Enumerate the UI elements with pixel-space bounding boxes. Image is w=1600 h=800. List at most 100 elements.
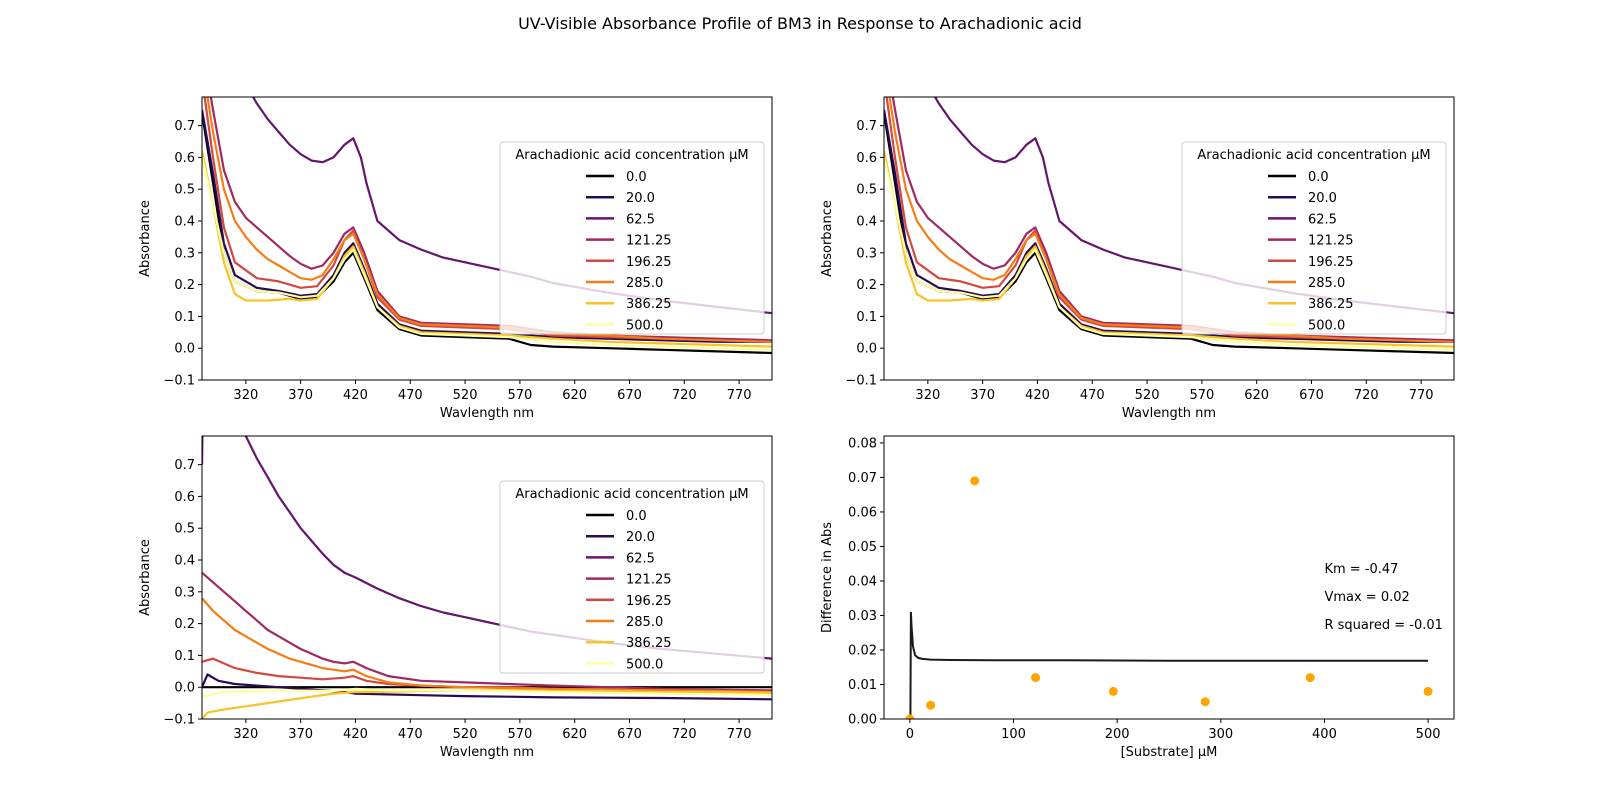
y-tick-label: −0.1 [163, 374, 195, 389]
legend-entry: 386.25 [626, 297, 672, 312]
legend-title: Arachadionic acid concentration µM [515, 148, 748, 163]
y-tick-label: 0.1 [174, 649, 195, 664]
x-tick-label: 420 [1025, 388, 1050, 403]
legend-entry: 62.5 [1308, 212, 1337, 227]
y-tick-label: 0.3 [856, 246, 877, 261]
x-tick-label: 570 [507, 388, 532, 403]
subplot-4: 0 100 200 300 400 500 0.00 0.01 0.02 0.03 0.04 0.05… [820, 435, 1455, 760]
x-axis-label: Wavlength nm [440, 745, 534, 760]
legend-entry: 386.25 [626, 636, 672, 651]
legend-title: Arachadionic acid concentration µM [515, 487, 748, 502]
y-tick-label: 0.0 [174, 681, 195, 696]
figure-title: UV-Visible Absorbance Profile of BM3 in … [518, 14, 1082, 33]
x-tick-label: 720 [1354, 388, 1379, 403]
y-tick-label: 0.4 [174, 554, 195, 569]
y-tick-label: 0.03 [848, 609, 877, 624]
y-tick-label: 0.02 [848, 643, 877, 658]
legend-entry: 500.0 [626, 657, 663, 672]
legend-entry: 121.25 [626, 234, 672, 249]
legend-entry: 62.5 [626, 551, 655, 566]
x-tick-label: 720 [672, 388, 697, 403]
x-tick-label: 470 [1080, 388, 1105, 403]
y-tick-label: 0.5 [856, 183, 877, 198]
data-point [1200, 697, 1210, 707]
x-tick-label: 620 [562, 727, 587, 742]
y-tick-label: 0.04 [848, 574, 877, 589]
legend-title: Arachadionic acid concentration µM [1197, 148, 1430, 163]
legend: Arachadionic acid concentration µM 0.0 20.… [499, 141, 765, 335]
x-tick-label: 400 [1312, 727, 1337, 742]
fit-annotation: R squared = -0.01 [1324, 618, 1443, 633]
x-tick-label: 770 [727, 388, 752, 403]
legend-entry: 500.0 [626, 318, 663, 333]
legend-entry: 285.0 [626, 615, 663, 630]
x-axis-label: [Substrate] µM [1121, 745, 1218, 760]
y-tick-label: 0.0 [174, 342, 195, 357]
x-tick-label: 420 [343, 727, 368, 742]
legend-entry: 0.0 [626, 170, 647, 185]
x-tick-label: 370 [288, 388, 313, 403]
x-tick-label: 570 [507, 727, 532, 742]
x-tick-label: 620 [562, 388, 587, 403]
legend: Arachadionic acid concentration µM 0.0 20.… [499, 480, 765, 674]
fit-annotation: Km = -0.47 [1324, 562, 1398, 577]
fit-line [909, 611, 1429, 719]
series-line-20.0 [202, 673, 772, 701]
data-point [905, 714, 915, 719]
y-tick-label: 0.2 [174, 278, 195, 293]
plot-area [202, 97, 772, 355]
y-tick-label: 0.6 [174, 490, 195, 505]
y-tick-label: 0.6 [174, 151, 195, 166]
legend-box [499, 141, 765, 335]
x-tick-label: 100 [1001, 727, 1026, 742]
legend-entry: 500.0 [1308, 318, 1345, 333]
x-tick-label: 520 [1135, 388, 1160, 403]
y-tick-label: 0.07 [848, 471, 877, 486]
legend-entry: 285.0 [626, 276, 663, 291]
legend-box [1181, 141, 1447, 335]
legend-entry: 196.25 [626, 594, 672, 609]
y-tick-label: 0.7 [856, 119, 877, 134]
x-tick-label: 200 [1105, 727, 1130, 742]
plot-area [905, 476, 1433, 719]
series-line-285.0 [202, 597, 772, 694]
series-line-20.0 [202, 109, 772, 343]
x-tick-label: 770 [1409, 388, 1434, 403]
subplot-1: 320 370 420 470 520 570 620 670 720 770 −0.1 0.0 0.1… [138, 96, 773, 421]
y-tick-label: 0.2 [174, 617, 195, 632]
y-tick-label: 0.4 [174, 215, 195, 230]
y-axis-label: Absorbance [820, 200, 835, 277]
y-tick-label: 0.1 [174, 310, 195, 325]
series-line-500.0 [202, 157, 772, 351]
legend-entry: 386.25 [1308, 297, 1354, 312]
legend-entry: 196.25 [1308, 255, 1354, 270]
axes-frame [201, 435, 773, 720]
x-tick-label: 670 [1299, 388, 1324, 403]
data-point [1108, 686, 1118, 696]
y-tick-label: 0.5 [174, 183, 195, 198]
legend-entry: 62.5 [626, 212, 655, 227]
series-line-386.25 [202, 689, 772, 719]
x-tick-label: 0 [906, 727, 914, 742]
x-tick-label: 670 [617, 388, 642, 403]
x-tick-label: 670 [617, 727, 642, 742]
legend-entry: 121.25 [1308, 234, 1354, 249]
y-tick-label: −0.1 [163, 713, 195, 728]
y-tick-label: 0.1 [856, 310, 877, 325]
x-tick-label: 520 [453, 727, 478, 742]
series-line-386.25 [202, 150, 772, 348]
y-tick-label: 0.3 [174, 246, 195, 261]
y-tick-label: 0.01 [848, 678, 877, 693]
data-point [926, 700, 936, 710]
y-axis-label: Absorbance [138, 200, 153, 277]
y-tick-label: −0.1 [845, 374, 877, 389]
series-line-500.0 [202, 687, 772, 698]
subplot-3: 320 370 420 470 520 570 620 670 720 770 −0.1 0.0 0.1… [138, 435, 773, 760]
x-tick-label: 470 [398, 727, 423, 742]
series-line-386.25 [884, 150, 1454, 348]
x-tick-label: 500 [1416, 727, 1441, 742]
x-tick-label: 420 [343, 388, 368, 403]
axes-frame [201, 96, 773, 381]
